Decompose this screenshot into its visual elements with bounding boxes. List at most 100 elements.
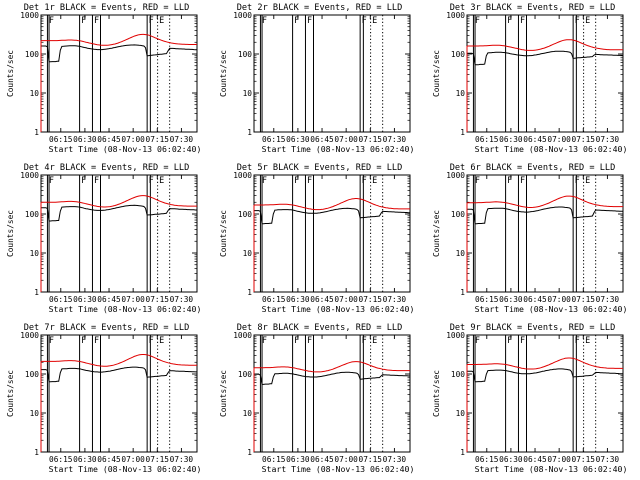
x-tick-label: 07:30 bbox=[170, 135, 194, 144]
events-series-line bbox=[254, 207, 410, 225]
x-tick-label: 07:15 bbox=[146, 135, 170, 144]
y-tick-label: 100 bbox=[451, 370, 465, 379]
detector-panel: Det 7r BLACK = Events, RED = LLD 1 10 100 10… bbox=[0, 320, 213, 480]
marker-label: F bbox=[81, 336, 86, 346]
y-tick-label: 1 bbox=[247, 128, 252, 137]
x-tick-label: 07:00 bbox=[547, 295, 571, 304]
y-tick-label: 1000 bbox=[20, 331, 39, 340]
marker-label: F bbox=[362, 176, 367, 186]
marker-label: F bbox=[49, 16, 54, 26]
marker-label: F bbox=[475, 16, 480, 26]
chart-title: Det 8r BLACK = Events, RED = LLD bbox=[237, 323, 403, 333]
x-tick-label: 06:30 bbox=[499, 295, 523, 304]
y-tick-label: 1000 bbox=[233, 11, 252, 20]
lld-series-line bbox=[467, 195, 623, 208]
x-tick-label: 06:45 bbox=[523, 455, 547, 464]
chart-svg: Det 6r BLACK = Events, RED = LLD 1 10 100 10… bbox=[432, 163, 628, 314]
detector-panel: Det 5r BLACK = Events, RED = LLD 1 10 100 10… bbox=[213, 160, 426, 320]
y-axis-label: Counts/sec bbox=[6, 50, 15, 97]
x-tick-label: 07:00 bbox=[121, 135, 145, 144]
x-tick-label: 07:00 bbox=[334, 135, 358, 144]
chart-title: Det 7r BLACK = Events, RED = LLD bbox=[24, 323, 190, 333]
detector-panel: Det 6r BLACK = Events, RED = LLD 1 10 100 10… bbox=[426, 160, 639, 320]
events-series-line bbox=[467, 50, 624, 66]
events-series-line bbox=[41, 44, 197, 63]
y-tick-label: 100 bbox=[238, 210, 252, 219]
y-tick-label: 1000 bbox=[233, 331, 252, 340]
y-tick-label: 1000 bbox=[446, 331, 465, 340]
x-axis-label: Start Time (08-Nov-13 06:02:40) bbox=[475, 144, 628, 154]
detector-panel: Det 4r BLACK = Events, RED = LLD 1 10 100 10… bbox=[0, 160, 213, 320]
y-tick-label: 1 bbox=[247, 448, 252, 457]
marker-label: F bbox=[81, 176, 86, 186]
x-tick-label: 06:30 bbox=[286, 135, 310, 144]
x-tick-label: 07:30 bbox=[383, 135, 407, 144]
chart-title: Det 9r BLACK = Events, RED = LLD bbox=[450, 323, 616, 333]
marker-label: F bbox=[520, 336, 525, 346]
events-series-line bbox=[41, 366, 197, 383]
y-tick-label: 100 bbox=[25, 370, 39, 379]
y-tick-label: 1000 bbox=[446, 11, 465, 20]
x-tick-label: 06:15 bbox=[49, 295, 73, 304]
chart-svg: Det 4r BLACK = Events, RED = LLD 1 10 100 10… bbox=[6, 163, 201, 314]
detector-panel: Det 8r BLACK = Events, RED = LLD 1 10 100 10… bbox=[213, 320, 426, 480]
chart-svg: Det 2r BLACK = Events, RED = LLD 1 10 100 10… bbox=[219, 3, 414, 154]
x-tick-label: 06:45 bbox=[97, 135, 121, 144]
plot-frame bbox=[40, 334, 198, 453]
x-tick-label: 06:15 bbox=[475, 135, 499, 144]
marker-label: F bbox=[362, 336, 367, 346]
x-tick-label: 06:30 bbox=[73, 295, 97, 304]
x-tick-label: 07:15 bbox=[359, 295, 383, 304]
chart-svg: Det 1r BLACK = Events, RED = LLD 1 10 100 10… bbox=[6, 3, 201, 154]
x-tick-label: 07:15 bbox=[572, 455, 596, 464]
marker-label: F bbox=[49, 176, 54, 186]
marker-label: F bbox=[149, 16, 154, 26]
y-axis-label: Counts/sec bbox=[6, 210, 15, 257]
events-series-line bbox=[41, 204, 197, 222]
x-tick-label: 07:30 bbox=[596, 135, 620, 144]
y-tick-label: 1 bbox=[247, 288, 252, 297]
y-axis-label: Counts/sec bbox=[432, 210, 441, 257]
marker-label: F bbox=[520, 16, 525, 26]
x-tick-label: 07:30 bbox=[170, 295, 194, 304]
y-tick-label: 10 bbox=[30, 409, 40, 418]
marker-label: F bbox=[262, 336, 267, 346]
y-tick-label: 100 bbox=[238, 370, 252, 379]
x-tick-label: 07:15 bbox=[572, 135, 596, 144]
y-axis-label: Counts/sec bbox=[432, 50, 441, 97]
marker-label: F bbox=[49, 336, 54, 346]
marker-label: F bbox=[294, 176, 299, 186]
marker-label: F bbox=[94, 16, 99, 26]
marker-label: E bbox=[585, 16, 590, 26]
detector-panel: Det 3r BLACK = Events, RED = LLD 1 10 100 10… bbox=[426, 0, 639, 160]
marker-label: E bbox=[372, 176, 377, 186]
marker-label: F bbox=[575, 16, 580, 26]
chart-title: Det 4r BLACK = Events, RED = LLD bbox=[24, 163, 190, 173]
y-tick-label: 1000 bbox=[20, 11, 39, 20]
y-tick-label: 10 bbox=[243, 89, 253, 98]
x-axis-label: Start Time (08-Nov-13 06:02:40) bbox=[262, 464, 415, 474]
marker-label: F bbox=[262, 16, 267, 26]
x-axis-label: Start Time (08-Nov-13 06:02:40) bbox=[49, 464, 202, 474]
x-tick-label: 06:45 bbox=[523, 295, 547, 304]
detector-panel: Det 1r BLACK = Events, RED = LLD 1 10 100 10… bbox=[0, 0, 213, 160]
marker-label: F bbox=[507, 176, 512, 186]
plot-frame bbox=[466, 334, 624, 453]
marker-label: F bbox=[507, 336, 512, 346]
marker-label: E bbox=[585, 336, 590, 346]
y-tick-label: 1 bbox=[460, 448, 465, 457]
marker-label: F bbox=[575, 176, 580, 186]
chart-title: Det 1r BLACK = Events, RED = LLD bbox=[24, 3, 190, 13]
marker-label: E bbox=[372, 336, 377, 346]
chart-title: Det 6r BLACK = Events, RED = LLD bbox=[450, 163, 616, 173]
x-axis-label: Start Time (08-Nov-13 06:02:40) bbox=[475, 304, 628, 314]
marker-label: E bbox=[372, 16, 377, 26]
x-tick-label: 06:45 bbox=[310, 135, 334, 144]
marker-label: F bbox=[262, 176, 267, 186]
marker-label: F bbox=[507, 16, 512, 26]
x-tick-label: 06:45 bbox=[310, 455, 334, 464]
plot-frame bbox=[40, 174, 198, 293]
x-tick-label: 07:00 bbox=[547, 455, 571, 464]
marker-label: F bbox=[520, 176, 525, 186]
chart-title: Det 5r BLACK = Events, RED = LLD bbox=[237, 163, 403, 173]
